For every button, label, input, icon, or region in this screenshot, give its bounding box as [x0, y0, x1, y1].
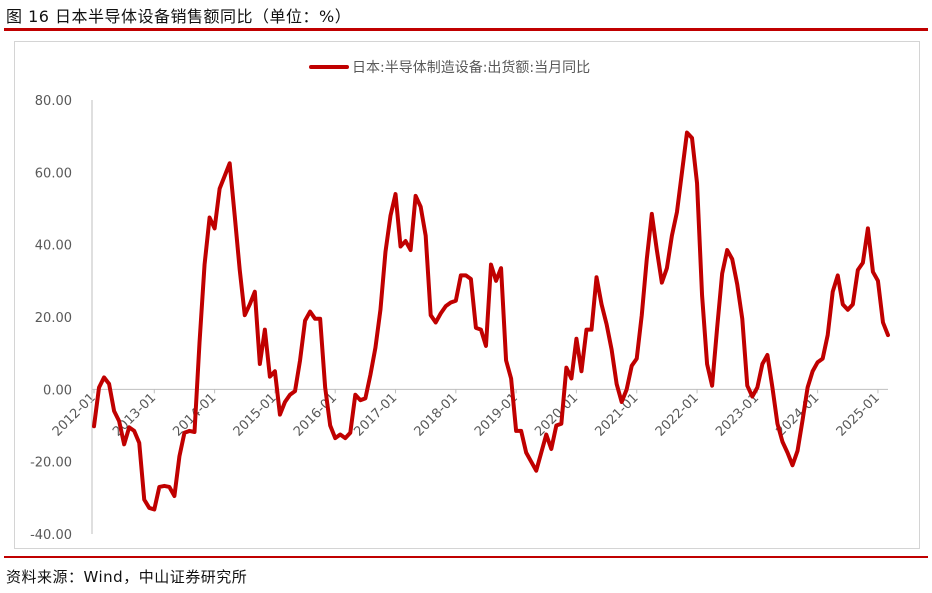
legend: 日本:半导体制造设备:出货额:当月同比	[309, 59, 590, 76]
source-note: 资料来源：Wind，中山证券研究所	[6, 568, 248, 586]
series-line-japan-semiconductor-equipment-yoy	[92, 130, 890, 512]
y-tick-label: 60.00	[35, 166, 72, 181]
x-tick-label: 2025-01	[834, 391, 883, 440]
source-rule	[4, 556, 928, 558]
x-tick-label: 2023-01	[713, 391, 762, 440]
y-tick-label: -20.00	[30, 456, 72, 471]
y-tick-label: -40.00	[30, 528, 72, 543]
x-tick-label: 2021-01	[593, 391, 642, 440]
x-tick-label: 2015-01	[231, 391, 280, 440]
x-tick-label: 2018-01	[412, 391, 461, 440]
chart-frame	[14, 41, 920, 549]
title-rule	[4, 28, 928, 31]
x-tick-label: 2022-01	[653, 391, 702, 440]
y-tick-label: 40.00	[35, 239, 72, 254]
figure-title: 图 16 日本半导体设备销售额同比（单位：%）	[6, 7, 352, 26]
y-tick-label: 20.00	[35, 311, 72, 326]
legend-label: 日本:半导体制造设备:出货额:当月同比	[352, 59, 590, 76]
y-tick-label: 80.00	[35, 94, 72, 109]
y-tick-label: 0.00	[43, 383, 72, 398]
